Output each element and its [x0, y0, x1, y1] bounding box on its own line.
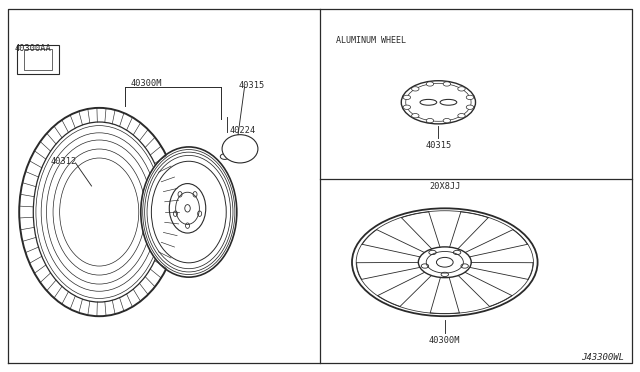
Circle shape: [467, 105, 474, 109]
Bar: [17, 45, 59, 74]
Circle shape: [426, 82, 434, 86]
Circle shape: [443, 119, 451, 123]
Circle shape: [403, 95, 410, 100]
Text: J43300WL: J43300WL: [581, 353, 624, 362]
Ellipse shape: [141, 147, 237, 277]
Text: 40312: 40312: [51, 157, 77, 166]
Circle shape: [412, 113, 419, 118]
Text: 20X8JJ: 20X8JJ: [429, 182, 461, 190]
Text: 40300AA: 40300AA: [15, 44, 52, 53]
Ellipse shape: [222, 135, 258, 163]
Text: 40315: 40315: [238, 81, 265, 90]
Text: ALUMINUM WHEEL: ALUMINUM WHEEL: [336, 36, 406, 45]
Ellipse shape: [151, 161, 227, 263]
Text: 40315: 40315: [425, 141, 452, 150]
Circle shape: [443, 82, 451, 86]
Text: 40300M: 40300M: [130, 79, 162, 88]
Circle shape: [403, 105, 410, 109]
Ellipse shape: [220, 154, 229, 159]
Circle shape: [458, 87, 465, 91]
Bar: [24, 49, 52, 70]
Circle shape: [458, 113, 465, 118]
Ellipse shape: [33, 122, 165, 302]
Circle shape: [426, 119, 434, 123]
Text: 40224: 40224: [229, 126, 255, 135]
Circle shape: [412, 87, 419, 91]
Text: 40300M: 40300M: [429, 336, 461, 345]
Circle shape: [467, 95, 474, 100]
